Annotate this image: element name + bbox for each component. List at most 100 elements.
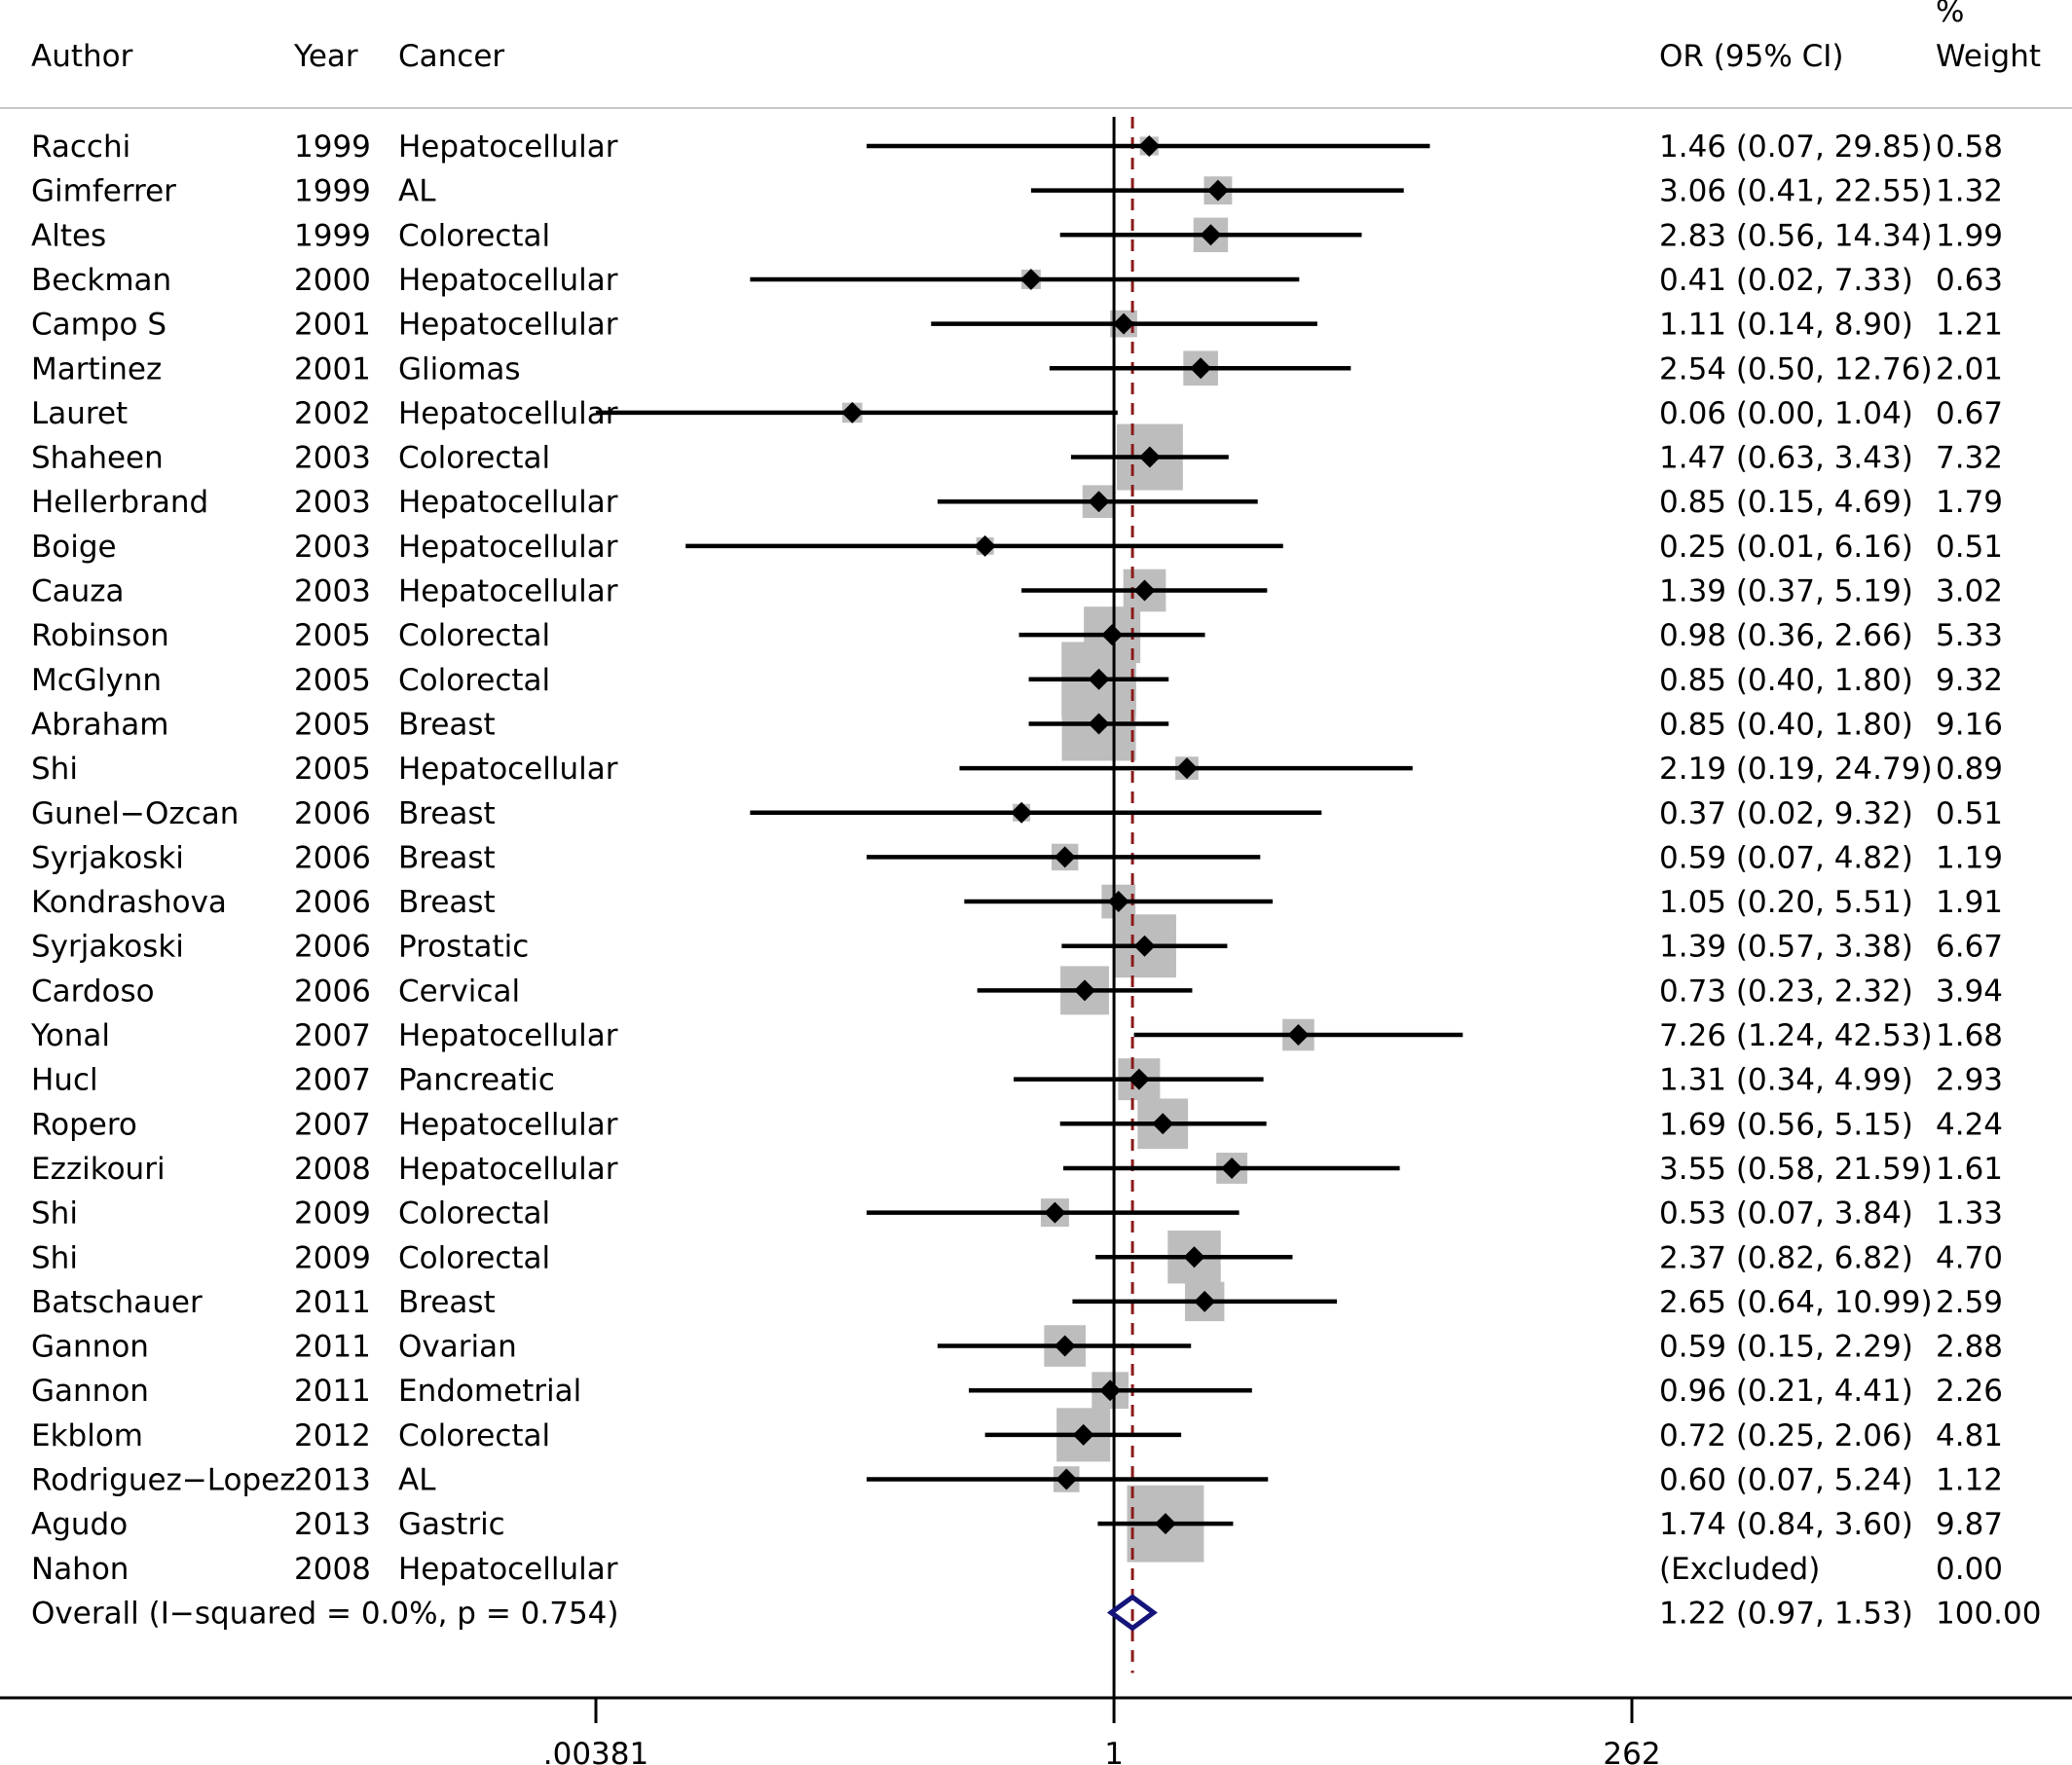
study-or-text: 0.98 (0.36, 2.66) [1659,618,1913,653]
header-weight: Weight [1936,39,2041,74]
study-or-text: 0.37 (0.02, 9.32) [1659,796,1913,831]
study-weight-text: 1.19 [1936,840,2003,875]
point-estimate [1088,491,1110,513]
study-year: 2003 [294,574,371,609]
overall-label: Overall (I−squared = 0.0%, p = 0.754) [31,1596,619,1631]
study-year: 2008 [294,1552,371,1587]
study-author: Syrjakoski [31,930,184,965]
header-weight-symbol: % [1936,0,1964,29]
study-weight-text: 2.59 [1936,1285,2003,1320]
study-cancer: Breast [398,840,496,875]
study-year: 2005 [294,752,371,787]
table-header: Author Year Cancer OR (95% CI) % Weight [31,0,2041,74]
study-author: Cauza [31,574,125,609]
study-or-text: 2.37 (0.82, 6.82) [1659,1240,1913,1275]
overall-diamond [1106,1594,1158,1632]
study-cancer: Hepatocellular [398,485,618,520]
study-year: 2006 [294,885,371,920]
study-year: 2007 [294,1018,371,1053]
study-cancer: Cervical [398,974,520,1009]
study-author: Robinson [31,618,169,653]
study-cancer: Hepatocellular [398,263,618,298]
study-author: Ekblom [31,1418,143,1453]
study-cancer: Breast [398,1285,496,1320]
point-estimate [1175,757,1198,780]
study-cancer: Colorectal [398,663,550,698]
study-weight-text: 9.16 [1936,707,2003,742]
study-author: Lauret [31,396,128,431]
point-estimate [1190,357,1212,380]
study-author: Batschauer [31,1285,203,1320]
x-tick-label: 1 [1104,1737,1124,1765]
study-author: Shi [31,1196,78,1232]
study-or-text: 2.19 (0.19, 24.79) [1659,752,1933,787]
study-year: 2009 [294,1240,371,1275]
study-weight-text: 1.12 [1936,1463,2003,1498]
study-cancer: Gliomas [398,351,521,386]
study-weight-text: 0.58 [1936,129,2003,165]
study-weight-text: 1.33 [1936,1196,2003,1232]
study-year: 1999 [294,218,371,253]
point-estimate [1054,846,1076,868]
point-estimate [1138,135,1161,157]
point-estimate [1054,1335,1076,1357]
study-or-text: 2.65 (0.64, 10.99) [1659,1285,1933,1320]
study-cancer: Colorectal [398,218,550,253]
study-year: 2003 [294,441,371,476]
study-or-text: 1.39 (0.37, 5.19) [1659,574,1913,609]
study-weight-text: 1.21 [1936,308,2003,343]
study-cancer: AL [398,1463,436,1498]
header-author: Author [31,39,133,74]
study-author: Beckman [31,263,171,298]
study-weight-text: 0.89 [1936,752,2003,787]
study-author: Gimferrer [31,174,176,209]
study-year: 2006 [294,796,371,831]
study-year: 2006 [294,930,371,965]
study-or-text: 1.31 (0.34, 4.99) [1659,1063,1913,1098]
study-or-text: 2.83 (0.56, 14.34) [1659,218,1933,253]
study-cancer: Hepatocellular [398,1107,618,1142]
study-weight-text: 7.32 [1936,441,2003,476]
study-cancer: Breast [398,707,496,742]
study-cancer: Breast [398,796,496,831]
study-or-text: 0.59 (0.07, 4.82) [1659,840,1913,875]
study-author: Shaheen [31,441,164,476]
study-weight-text: 1.68 [1936,1018,2003,1053]
study-weight-text: 1.99 [1936,218,2003,253]
point-estimate [1011,801,1033,824]
point-estimate [1101,624,1124,646]
point-estimate [1113,313,1135,335]
study-cancer: Hepatocellular [398,1552,618,1587]
point-estimate [1152,1113,1174,1135]
study-author: Hucl [31,1063,98,1098]
study-weight-text: 5.33 [1936,618,2003,653]
study-author: Ezzikouri [31,1152,166,1187]
study-author: Abraham [31,707,168,742]
study-or-text: 0.72 (0.25, 2.06) [1659,1418,1913,1453]
study-author: Gannon [31,1374,149,1409]
study-cancer: Hepatocellular [398,1018,618,1053]
point-estimate [1154,1513,1176,1535]
study-author: Kondrashova [31,885,227,920]
study-cancer: Prostatic [398,930,529,965]
study-weight-text: 2.01 [1936,351,2003,386]
study-year: 2000 [294,263,371,298]
study-author: Agudo [31,1507,128,1542]
point-estimate [1200,224,1222,246]
study-author: Boige [31,530,117,565]
study-author: Rodriguez−Lopez [31,1463,296,1498]
point-estimate [1107,891,1129,913]
point-estimate [1133,579,1156,602]
overall-weight-text: 100.00 [1936,1596,2041,1631]
study-cancer: Colorectal [398,618,550,653]
point-estimate [841,401,864,423]
overall-or-text: 1.22 (0.97, 1.53) [1659,1596,1913,1631]
point-estimate [1138,446,1161,468]
study-cancer: Hepatocellular [398,308,618,343]
study-or-text: 0.85 (0.40, 1.80) [1659,663,1913,698]
study-cancer: Endometrial [398,1374,581,1409]
study-weight-text: 6.67 [1936,930,2003,965]
study-cancer: AL [398,174,436,209]
study-cancer: Hepatocellular [398,396,618,431]
